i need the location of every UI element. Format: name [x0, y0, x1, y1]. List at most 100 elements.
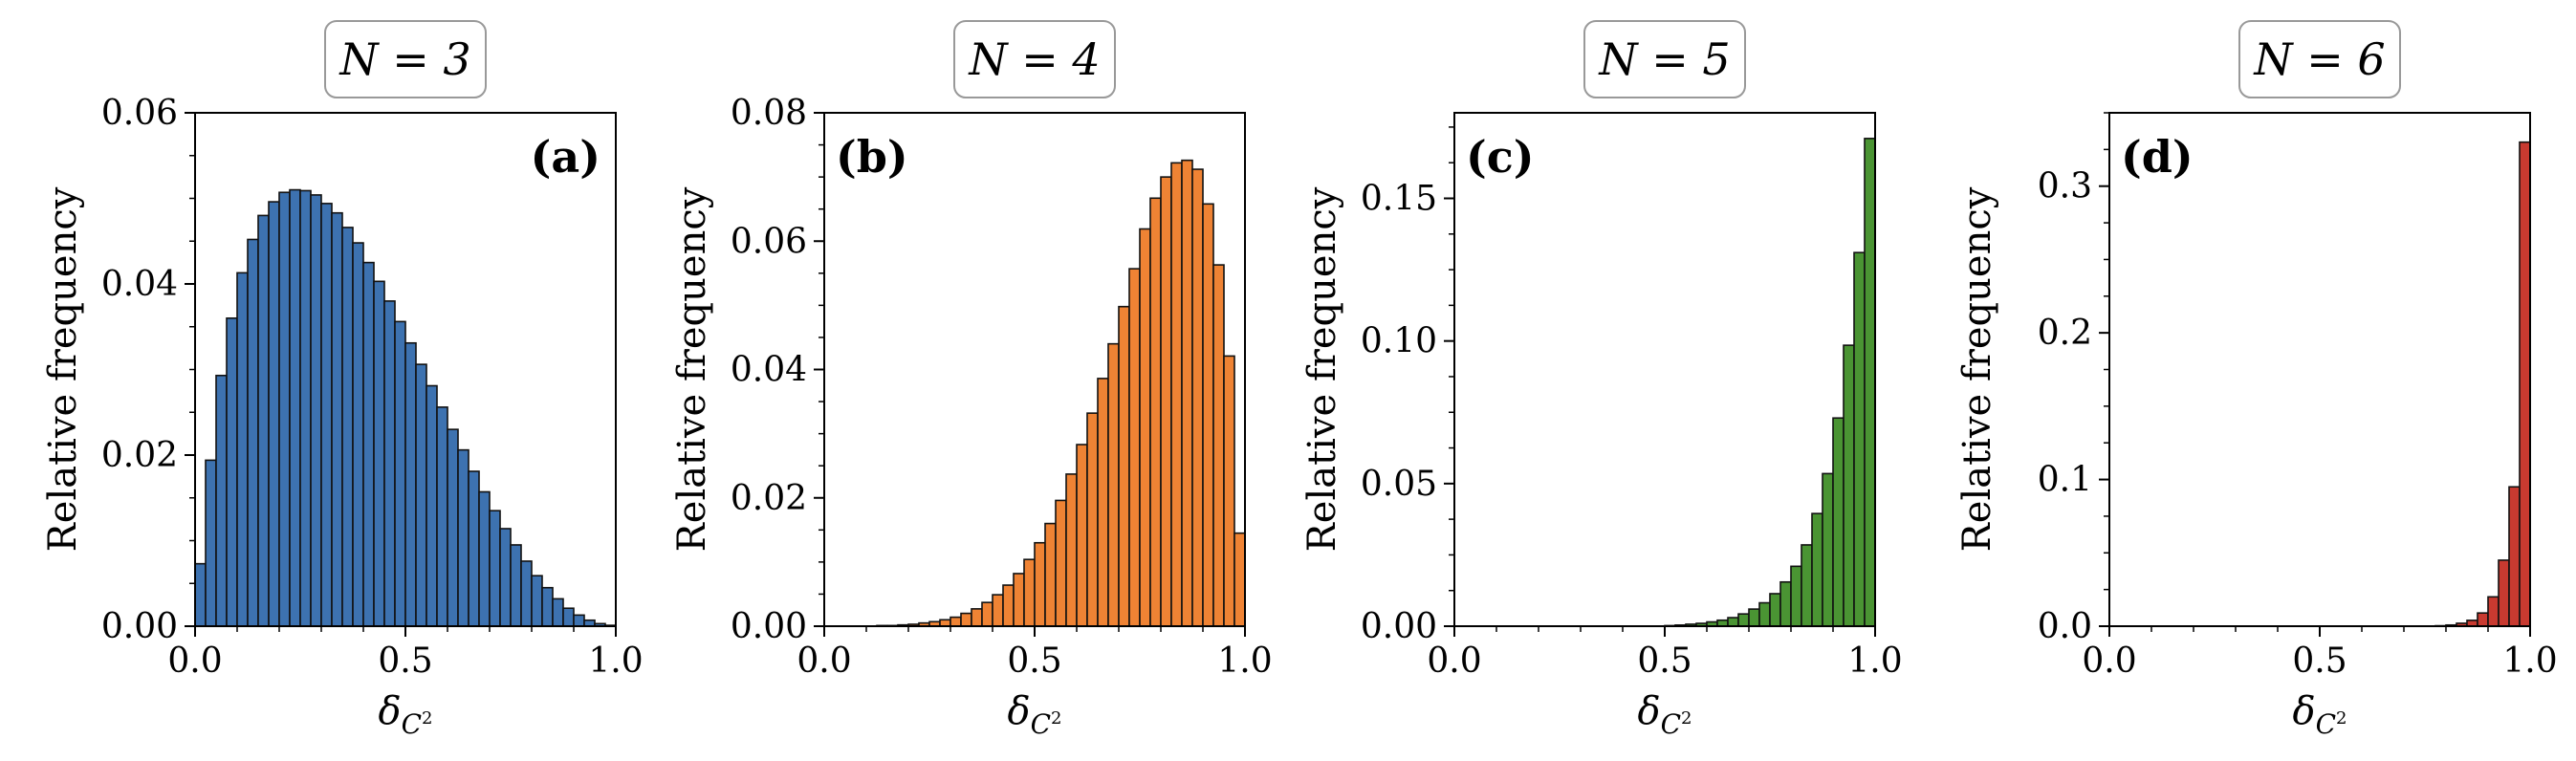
- title-box: [324, 20, 487, 98]
- histogram-bar: [2508, 486, 2521, 627]
- histogram-bar: [531, 575, 543, 627]
- histogram-bar: [299, 189, 312, 627]
- histogram-bar: [1149, 197, 1162, 627]
- histogram-bar: [426, 384, 438, 627]
- panel-letter: (b): [836, 131, 908, 183]
- histogram-bar: [2519, 141, 2531, 627]
- histogram-bar: [960, 612, 972, 627]
- histogram-bar: [404, 341, 417, 627]
- histogram-bar: [468, 470, 480, 627]
- histogram-bar: [950, 616, 962, 627]
- histogram-bar: [1779, 580, 1792, 627]
- x-tick-label: 1.0: [1217, 641, 1272, 681]
- histogram-bar: [1076, 444, 1088, 627]
- histogram-bar: [552, 598, 564, 627]
- x-axis-label: δC2: [1638, 689, 1692, 740]
- x-tick-label: 1.0: [588, 641, 643, 681]
- histogram-bar: [352, 242, 364, 627]
- y-tick-label: 0.00: [1361, 607, 1437, 646]
- y-tick-label: 0.00: [731, 607, 807, 646]
- x-tick-label: 0.0: [167, 641, 222, 681]
- panel-letter: (d): [2121, 131, 2194, 183]
- histogram-bar: [1233, 532, 1246, 627]
- histogram-bar: [1034, 541, 1046, 627]
- histogram-bar: [1065, 473, 1078, 627]
- histogram-bar: [278, 191, 291, 627]
- histogram-bar: [499, 528, 512, 627]
- histogram-bar: [194, 562, 207, 627]
- histogram-bar: [1748, 608, 1760, 627]
- histogram-bar: [510, 544, 522, 627]
- histogram-bar: [1202, 203, 1214, 627]
- y-tick-label: 0.0: [2038, 607, 2092, 646]
- panel-letter: (c): [1466, 131, 1535, 183]
- histogram-bar: [992, 594, 1004, 627]
- histogram-bar: [289, 188, 301, 627]
- histogram-bar: [1727, 617, 1739, 627]
- histogram-bar: [226, 316, 238, 627]
- panel-title: N = 4: [968, 33, 1100, 85]
- histogram-bar: [971, 608, 983, 627]
- x-tick-label: 0.0: [797, 641, 851, 681]
- x-tick-label: 0.0: [2082, 641, 2136, 681]
- histogram-bar: [447, 428, 459, 627]
- x-tick-label: 0.5: [378, 641, 432, 681]
- histogram-bar: [373, 280, 385, 627]
- histogram-bar: [1170, 162, 1183, 627]
- histogram-bar: [1737, 613, 1750, 627]
- y-axis-label: Relative frequency: [1955, 186, 1999, 552]
- x-axis-label: δC2: [1008, 689, 1062, 740]
- histogram-bar: [383, 300, 396, 627]
- y-tick-label: 0.02: [731, 479, 807, 518]
- title-box: [1583, 20, 1746, 98]
- histogram-bar: [310, 194, 322, 627]
- histogram-bar: [1139, 228, 1151, 627]
- histogram-bar: [1107, 342, 1120, 627]
- x-tick-label: 1.0: [2502, 641, 2557, 681]
- y-tick-label: 0.04: [731, 351, 807, 390]
- y-tick-label: 0.15: [1361, 180, 1437, 219]
- histogram-bar: [394, 320, 406, 627]
- x-tick-label: 0.5: [2292, 641, 2347, 681]
- x-axis-label: δC2: [2293, 689, 2347, 740]
- histogram-bar: [1853, 251, 1866, 627]
- histogram-bar: [436, 406, 448, 627]
- histogram-bar: [1191, 168, 1204, 627]
- y-tick-label: 0.2: [2038, 314, 2092, 353]
- histogram-bar: [205, 459, 217, 627]
- panel-1: 0.00 0.02 0.04 0.06 0.0 0.5 1.0 δC2 Relative fre…: [41, 20, 644, 740]
- histogram-bar: [981, 601, 993, 627]
- histogram-bar: [236, 272, 249, 627]
- histogram-bar: [247, 238, 259, 627]
- x-axis-label: δC2: [379, 689, 433, 740]
- histogram-bar: [415, 363, 427, 627]
- y-axis-label: Relative frequency: [670, 186, 714, 552]
- x-tick-label: 0.5: [1007, 641, 1061, 681]
- panel-title: N = 6: [2253, 33, 2385, 85]
- panel-4: 0.0 0.1 0.2 0.3 0.0 0.5 1.0 δC2 Relative frequen…: [1955, 20, 2558, 740]
- histogram-bar: [1843, 344, 1855, 627]
- histogram-bar: [489, 510, 501, 627]
- title-box: [2238, 20, 2401, 98]
- panel-3: 0.00 0.05 0.10 0.15 0.0 0.5 1.0 δC2 Relative fre…: [1300, 20, 1903, 740]
- histogram-bar: [1758, 601, 1771, 627]
- histogram-bar: [1160, 176, 1172, 627]
- histogram-bar: [215, 374, 228, 627]
- histogram-bar: [1822, 472, 1834, 627]
- panel-letter: (a): [531, 131, 600, 183]
- histogram-bar: [1811, 512, 1823, 627]
- y-tick-label: 0.04: [101, 265, 178, 304]
- histogram-bar: [1086, 412, 1099, 627]
- histogram-bar: [257, 214, 270, 627]
- y-axis-label: Relative frequency: [41, 186, 85, 552]
- y-tick-label: 0.06: [101, 94, 178, 133]
- histogram-bar: [1769, 593, 1781, 627]
- y-tick-label: 0.02: [101, 436, 178, 475]
- y-axis-label: Relative frequency: [1300, 186, 1344, 552]
- histogram-bar: [1023, 558, 1036, 627]
- histogram-bar: [1044, 522, 1057, 627]
- histogram-bar: [1181, 159, 1193, 627]
- histogram-bar: [1002, 584, 1015, 627]
- y-tick-label: 0.08: [731, 94, 807, 133]
- histogram-bar: [1128, 268, 1141, 627]
